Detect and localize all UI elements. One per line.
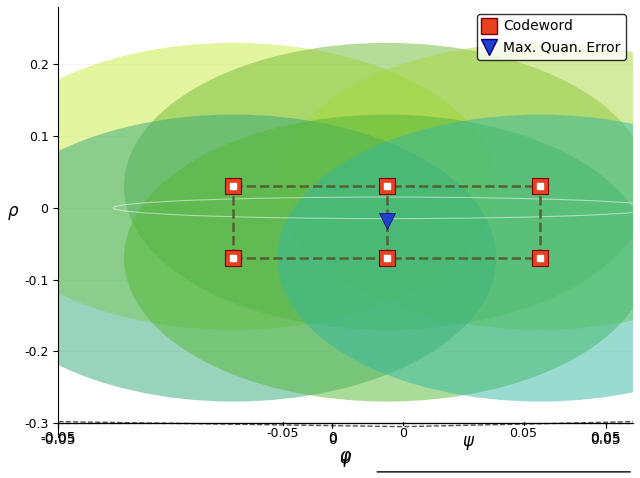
Ellipse shape [0, 43, 496, 330]
Legend: Codeword, Max. Quan. Error: Codeword, Max. Quan. Error [477, 14, 626, 60]
Text: 0: 0 [399, 427, 407, 440]
Ellipse shape [0, 115, 496, 402]
Ellipse shape [277, 43, 640, 330]
Ellipse shape [277, 115, 640, 402]
Text: 0.05: 0.05 [509, 427, 538, 440]
X-axis label: $\psi$: $\psi$ [339, 451, 352, 469]
Ellipse shape [124, 115, 640, 402]
Text: $\psi$: $\psi$ [462, 434, 476, 452]
X-axis label: $\varphi$: $\varphi$ [339, 449, 352, 467]
Y-axis label: $\rho$: $\rho$ [7, 204, 19, 222]
Ellipse shape [124, 43, 640, 330]
Text: -0.05: -0.05 [266, 427, 299, 440]
